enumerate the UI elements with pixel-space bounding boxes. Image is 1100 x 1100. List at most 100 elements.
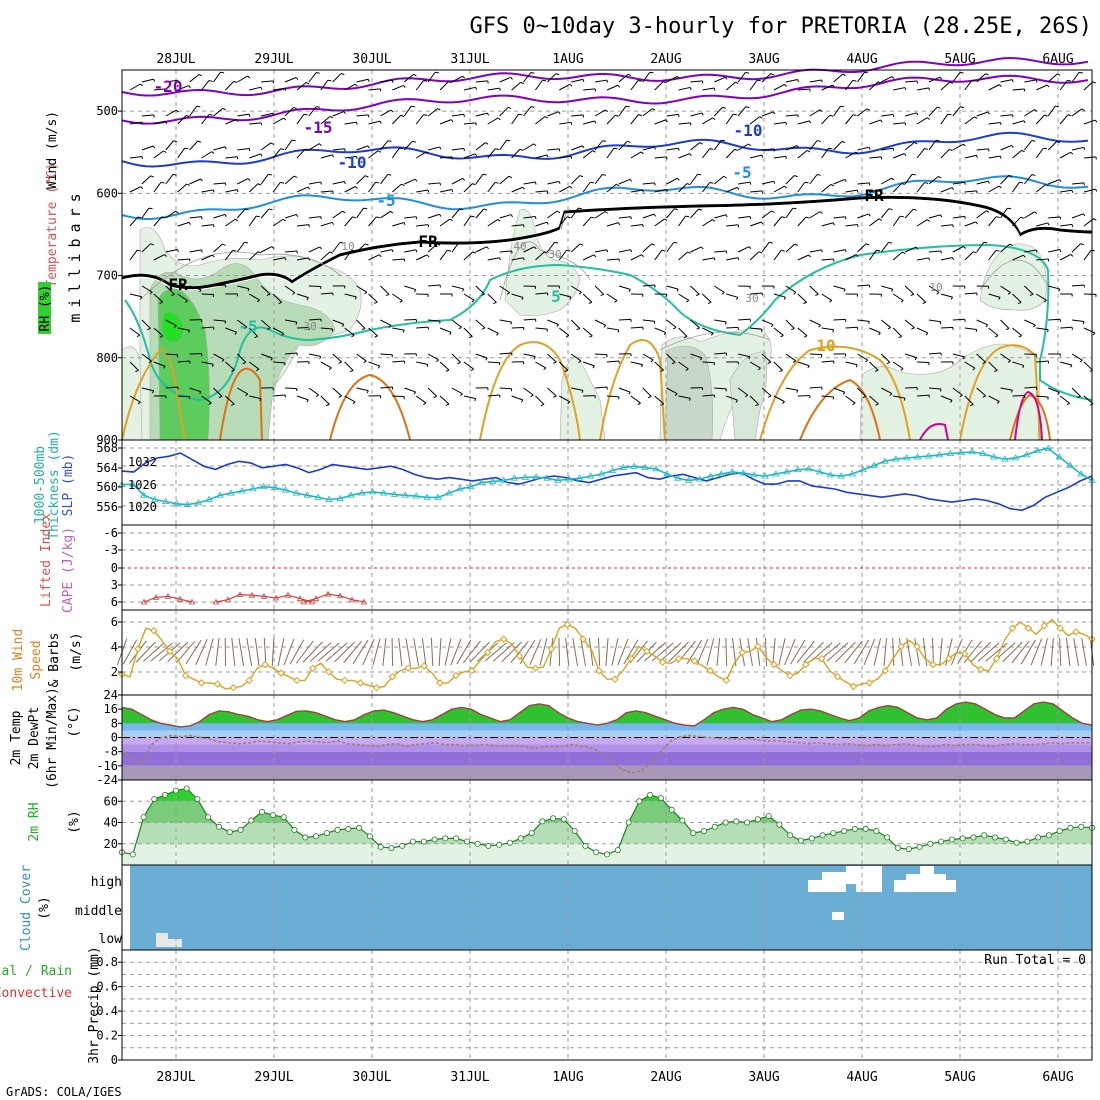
y-tick-label: 0.6: [96, 980, 118, 994]
wind-barb: [892, 361, 904, 370]
wind-barb-feather: [423, 80, 428, 82]
wind-barb-feather: [472, 251, 476, 254]
surface-wind-barb: [922, 638, 928, 666]
wind-barb-feather: [804, 181, 809, 184]
wind-barb: [511, 113, 519, 125]
wind-barb-feather: [483, 208, 488, 211]
wind-barb-feather: [459, 208, 464, 211]
wind-barb: [201, 224, 214, 227]
wind-barb-feather: [211, 151, 215, 154]
surface-wind-barb: [790, 639, 806, 665]
wind-barb: [463, 395, 476, 399]
wind-barb-feather: [939, 321, 942, 325]
wind-barb-feather: [280, 148, 285, 151]
surface-wind-barb: [970, 641, 991, 663]
wind-barb: [952, 246, 964, 253]
surface-wind-barb: [135, 641, 156, 663]
wind-barb-feather: [365, 243, 369, 246]
wind-barb-feather: [578, 360, 582, 364]
wind-barb-feather: [283, 117, 287, 121]
wind-barb-feather: [1079, 71, 1083, 74]
rh-contour: [499, 241, 591, 301]
rh-point: [604, 851, 611, 858]
wind-barb: [296, 148, 306, 159]
wind-barb-feather: [401, 183, 405, 187]
wind-barb-feather: [462, 75, 465, 79]
surface-wind-barb: [572, 638, 579, 666]
temperature-contour: [124, 243, 1093, 402]
wind-barb-feather: [936, 106, 941, 109]
temperature-contour: [959, 344, 1041, 441]
wind-barb: [713, 106, 723, 117]
wind-barb: [1059, 395, 1070, 404]
y-tick-label: -6: [104, 526, 118, 540]
wind-barb: [785, 243, 796, 253]
wind-barb: [189, 105, 198, 117]
wind-barb-feather: [208, 402, 212, 405]
rh-point: [862, 825, 869, 832]
surface-wind-barb: [462, 640, 481, 664]
wind-barb-feather: [152, 390, 155, 394]
wind-barb: [535, 292, 548, 295]
wind-barb: [881, 113, 894, 117]
wind-barb-feather: [284, 257, 287, 261]
date-axis-top: 28JUL 29JUL 30JUL 31JUL 1AUG 2AUG 3AUG 4AUG 5AUG…: [156, 52, 1073, 67]
wind-speed-point: [420, 662, 428, 670]
wind-barb: [416, 361, 429, 365]
wind-barb-feather: [1035, 79, 1038, 83]
wind-barb: [392, 395, 405, 398]
surface-wind-barb: [1002, 641, 1023, 663]
wind-barb-feather: [510, 321, 512, 325]
wind-barb: [869, 218, 880, 227]
wind-speed-point: [992, 654, 1001, 663]
surface-wind-barb: [892, 637, 895, 667]
wind-barb: [320, 116, 331, 125]
wind-10m-label-1: 10m Wind: [11, 629, 26, 692]
wind-barb: [1083, 156, 1096, 159]
wind-barb: [380, 174, 389, 185]
upper-air-panel: -20-15 -10-10-5-5FRFRFR5-510103010303040 …: [38, 56, 1098, 447]
wind-barb-feather: [270, 142, 274, 145]
wind-barb: [439, 327, 452, 333]
wind-barb-feather: [832, 84, 835, 88]
wind-barb: [940, 395, 953, 401]
wind-barb: [737, 387, 749, 396]
thickness-label-1: 1000-500mb: [33, 446, 48, 524]
wind-barb: [988, 395, 1000, 402]
surface-wind-barb: [444, 638, 452, 666]
wind-barb: [475, 246, 487, 253]
wind-barb: [237, 75, 249, 83]
wind-barb: [916, 327, 929, 334]
surface-wind-barb: [617, 638, 629, 666]
wind-barb-feather: [329, 116, 334, 119]
wind-speed-point: [786, 671, 794, 680]
wind-barb: [845, 361, 858, 366]
wind-barb-feather: [268, 173, 272, 176]
wind-barb: [535, 395, 545, 405]
rh-point: [938, 838, 945, 845]
wind-barb: [857, 319, 870, 322]
wind-barb-feather: [544, 251, 548, 254]
wind-barb-feather: [676, 177, 680, 181]
wind-barb-feather: [1057, 392, 1060, 395]
wind-barb: [690, 80, 703, 83]
wind-barb: [857, 284, 870, 287]
wind-barb: [1071, 108, 1083, 117]
wind-barb-feather: [748, 356, 751, 360]
wind-barb: [857, 146, 870, 151]
wind-barb: [1048, 318, 1061, 321]
y-tick-label: -24: [96, 773, 118, 787]
wind-barb-feather: [340, 72, 345, 76]
wind-barb-feather: [147, 327, 151, 331]
wind-barb: [415, 395, 427, 404]
wind-barb-feather: [604, 211, 608, 214]
wind-barb: [881, 387, 893, 394]
date-label-bottom: 6AUG: [1042, 1070, 1073, 1085]
wind-barb: [773, 250, 782, 261]
wind-barb-feather: [295, 77, 299, 80]
temperature-contour: [479, 341, 581, 441]
wind-barb: [523, 318, 536, 321]
wind-barb: [905, 80, 918, 83]
y-tick-label: 24: [104, 688, 118, 702]
wind-barb-feather: [510, 77, 513, 80]
